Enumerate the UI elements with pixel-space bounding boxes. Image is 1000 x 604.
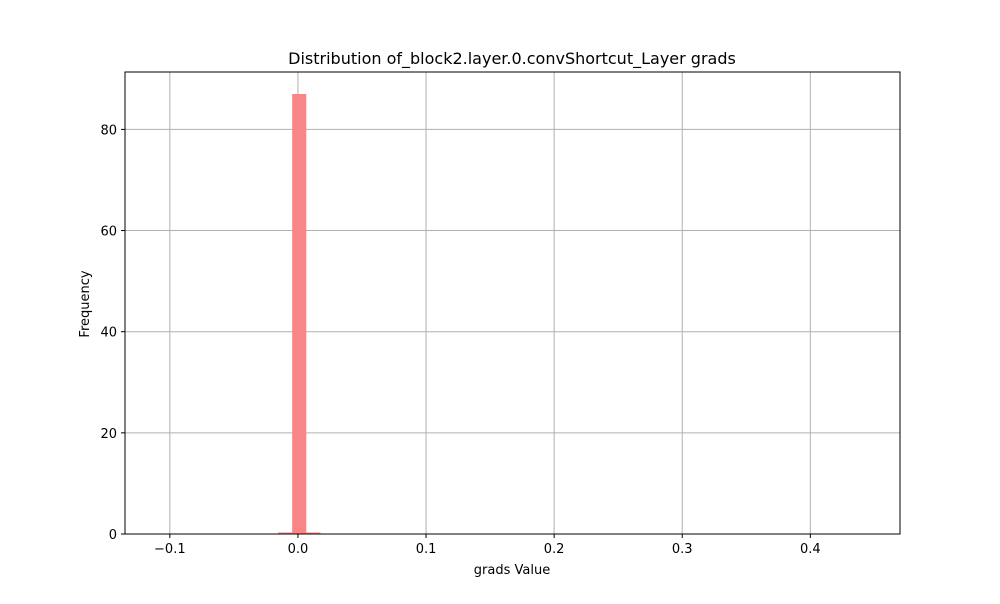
histogram-bar [306,532,321,534]
grid-lines [125,72,900,535]
x-tick-label: −0.1 [154,542,186,557]
y-tick-label: 20 [100,427,117,442]
y-tick-label: 0 [109,528,117,543]
x-tick-label: 0.2 [544,542,565,557]
bars [278,94,321,534]
x-tick-label: 0.4 [800,542,821,557]
y-tick-label: 40 [100,326,117,341]
y-tick-label: 60 [100,225,117,240]
histogram-bar [292,94,307,534]
x-axis-label: grads Value [474,563,550,578]
x-tick-label: 0.0 [288,542,309,557]
plot-frame [124,71,901,535]
histogram-bar [278,532,293,534]
axis-ticks: −0.1 0.0 0.1 0.2 0.3 0.4 0 20 40 60 80 [100,123,820,557]
x-tick-label: 0.1 [416,542,437,557]
y-axis-label: Frequency [78,270,93,337]
chart-title: Distribution of_block2.layer.0.convShort… [288,49,736,69]
x-tick-label: 0.3 [672,542,693,557]
y-tick-label: 80 [100,123,117,138]
